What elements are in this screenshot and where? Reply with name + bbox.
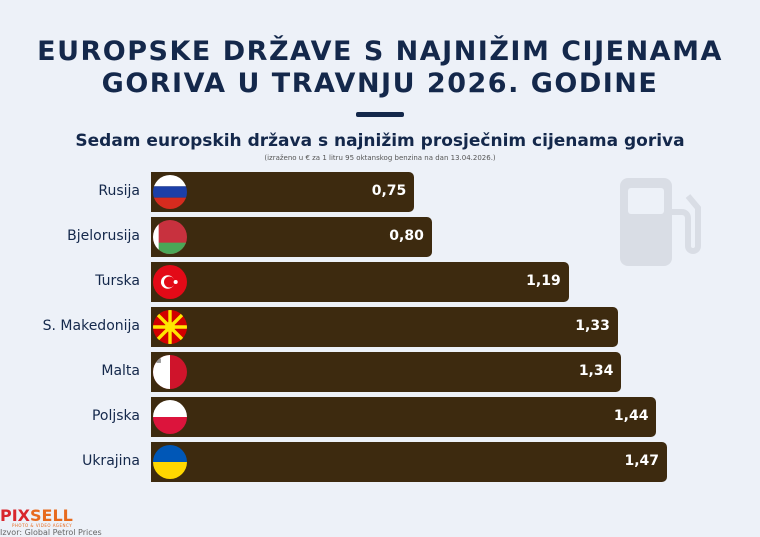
category-label: S. Makedonija	[42, 318, 140, 334]
chart-subtitle: Sedam europskih država s najnižim prosje…	[75, 131, 685, 151]
belarus-flag-icon	[153, 220, 187, 254]
agency-text: PHOTO & VIDEO AGENCY	[12, 523, 73, 528]
chart-note: (izraženo u € za 1 litru 95 oktanskog be…	[264, 154, 496, 162]
ukraine-flag-icon	[153, 445, 187, 479]
data-label: 1,44	[613, 408, 649, 424]
turkey-flag-icon	[153, 265, 187, 299]
north-macedonia-flag-icon	[153, 310, 187, 344]
title-line-2: GORIVA U TRAVNJU 2026. GODINE	[101, 68, 659, 99]
data-label: 0,75	[371, 183, 407, 199]
title-line-1: EUROPSKE DRŽAVE S NAJNIŽIM CIJENAMA	[37, 36, 723, 67]
category-label: Ukrajina	[82, 453, 140, 469]
malta-flag-icon	[153, 355, 187, 389]
data-label: 1,47	[624, 453, 659, 469]
bar-ukraine: 1,47	[151, 442, 667, 482]
pixsell-logo: PIXSELL	[0, 506, 73, 525]
category-label: Rusija	[98, 183, 140, 199]
fuel-pump-icon	[620, 178, 701, 266]
bar-russia: 0,75	[151, 172, 415, 212]
bar-turkey: 1,19	[151, 262, 569, 302]
source-text: Izvor: Global Petrol Prices	[0, 528, 102, 537]
data-label: 1,34	[578, 363, 614, 379]
category-label: Turska	[95, 273, 140, 289]
data-label: 1,33	[575, 318, 610, 334]
data-label: 0,80	[389, 228, 424, 244]
bar-north-macedonia: 1,33	[151, 307, 618, 347]
bar-malta: 1,34	[151, 352, 622, 392]
title-divider	[356, 112, 404, 117]
poland-flag-icon	[153, 400, 187, 434]
category-label: Poljska	[91, 408, 140, 424]
bar-belarus: 0,80	[151, 217, 432, 257]
category-label: Malta	[101, 363, 140, 379]
data-label: 1,19	[526, 273, 561, 289]
bar-poland: 1,44	[151, 397, 657, 437]
page-title: EUROPSKE DRŽAVE S NAJNIŽIM CIJENAMA GORI…	[0, 36, 760, 100]
russia-flag-icon	[153, 175, 187, 209]
category-label: Bjelorusija	[67, 228, 140, 244]
